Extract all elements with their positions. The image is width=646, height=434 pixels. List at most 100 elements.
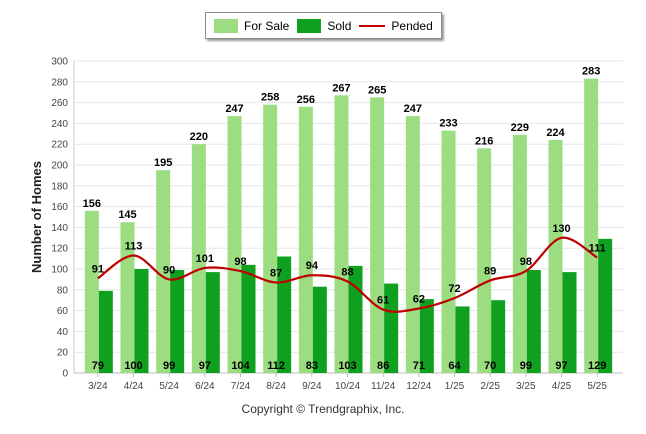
bar-sold [277,256,292,373]
x-tick-label: 6/24 [195,381,215,392]
bar-sold [348,265,363,373]
bar-for-sale [405,116,420,374]
series-line-pended [97,236,598,313]
data-label-for-sale: 224 [546,127,565,139]
bar-sold [384,283,399,373]
bar-for-sale [370,97,385,374]
x-tick-label: 1/25 [445,381,465,392]
y-tick-label: 300 [51,57,68,68]
bar-for-sale [191,144,206,373]
data-label-pended: 94 [306,260,319,272]
x-tick-label: 5/25 [587,381,607,392]
y-tick-label: 280 [51,77,68,88]
data-label-sold: 129 [588,360,606,372]
x-tick-label: 5/24 [159,381,179,392]
data-label-for-sale: 156 [83,198,101,210]
data-label-pended: 89 [484,265,496,277]
data-label-for-sale: 229 [511,122,529,134]
data-label-for-sale: 256 [297,94,315,106]
y-tick-label: 220 [51,140,68,151]
data-label-sold: 86 [377,360,389,372]
x-tick-label: 10/24 [335,381,360,392]
data-label-for-sale: 233 [439,118,457,130]
data-label-for-sale: 195 [154,157,172,169]
bar-for-sale [120,222,135,373]
bar-for-sale [263,104,278,374]
legend-pended[interactable]: Pended [359,18,433,33]
x-tick-label: 4/25 [552,381,572,392]
bar-for-sale [298,106,313,373]
data-label-sold: 103 [338,360,356,372]
y-tick-label: 60 [57,306,69,317]
bar-for-sale [512,134,527,373]
x-tick-label: 2/25 [480,381,500,392]
y-tick-label: 260 [51,98,68,109]
x-tick-label: 3/25 [516,381,536,392]
legend-sold-label: Sold [327,18,352,33]
data-label-sold: 64 [448,360,461,372]
y-tick-label: 140 [51,223,68,234]
data-label-for-sale: 220 [190,131,208,143]
y-tick-label: 20 [57,348,69,359]
legend-for-sale-swatch [214,18,238,33]
data-label-pended: 98 [520,256,532,268]
bar-sold [241,264,256,373]
bar-for-sale [477,148,492,373]
y-tick-label: 80 [57,285,69,296]
legend-pended-swatch [359,24,386,27]
bar-sold [419,299,434,373]
x-tick-label: 4/24 [124,381,144,392]
data-label-sold: 99 [163,360,175,372]
x-tick-label: 3/24 [88,381,108,392]
data-label-pended: 98 [234,256,246,268]
x-tick-label: 12/24 [406,381,431,392]
data-label-sold: 83 [306,360,318,372]
bar-for-sale [156,170,171,373]
legend: For Sale Sold Pended [205,12,442,39]
data-label-sold: 99 [520,360,532,372]
data-label-for-sale: 265 [368,84,386,96]
y-tick-label: 160 [51,202,68,213]
data-label-sold: 112 [267,360,285,372]
data-label-pended: 87 [270,268,282,280]
data-label-sold: 104 [231,360,250,372]
x-tick-label: 8/24 [266,381,286,392]
bar-for-sale [548,140,563,373]
x-tick-label: 7/24 [231,381,251,392]
legend-pended-label: Pended [391,18,433,33]
bar-sold [562,272,577,373]
data-label-pended: 101 [196,253,214,265]
legend-for-sale-label: For Sale [244,18,290,33]
y-tick-label: 240 [51,119,68,130]
bar-sold [170,270,185,373]
legend-for-sale[interactable]: For Sale [214,18,290,33]
y-tick-label: 120 [51,244,68,255]
data-label-for-sale: 247 [404,103,422,115]
data-label-for-sale: 258 [261,92,279,104]
bar-for-sale [84,210,99,373]
copyright-text: Copyright © Trendgraphix, Inc. [241,402,405,416]
data-label-pended: 88 [341,266,353,278]
legend-sold-swatch [297,18,322,33]
bar-sold [205,272,220,373]
data-label-for-sale: 267 [332,82,350,94]
data-label-pended: 62 [413,294,425,306]
y-tick-label: 0 [62,369,68,380]
data-label-pended: 130 [552,223,570,235]
bar-sold [134,269,149,373]
bar-sold [312,286,327,373]
bar-sold [455,306,470,373]
data-label-pended: 91 [92,263,104,275]
y-tick-label: 200 [51,161,68,172]
data-label-pended: 90 [163,264,175,276]
bar-sold [526,270,541,373]
bar-sold [598,238,613,373]
legend-sold[interactable]: Sold [297,18,352,33]
data-label-pended: 72 [448,283,460,295]
data-label-sold: 100 [124,360,142,372]
y-tick-label: 100 [51,265,68,276]
data-label-pended: 113 [125,240,143,252]
data-label-for-sale: 247 [225,103,243,115]
bar-for-sale [227,116,242,374]
data-label-sold: 71 [413,360,425,372]
